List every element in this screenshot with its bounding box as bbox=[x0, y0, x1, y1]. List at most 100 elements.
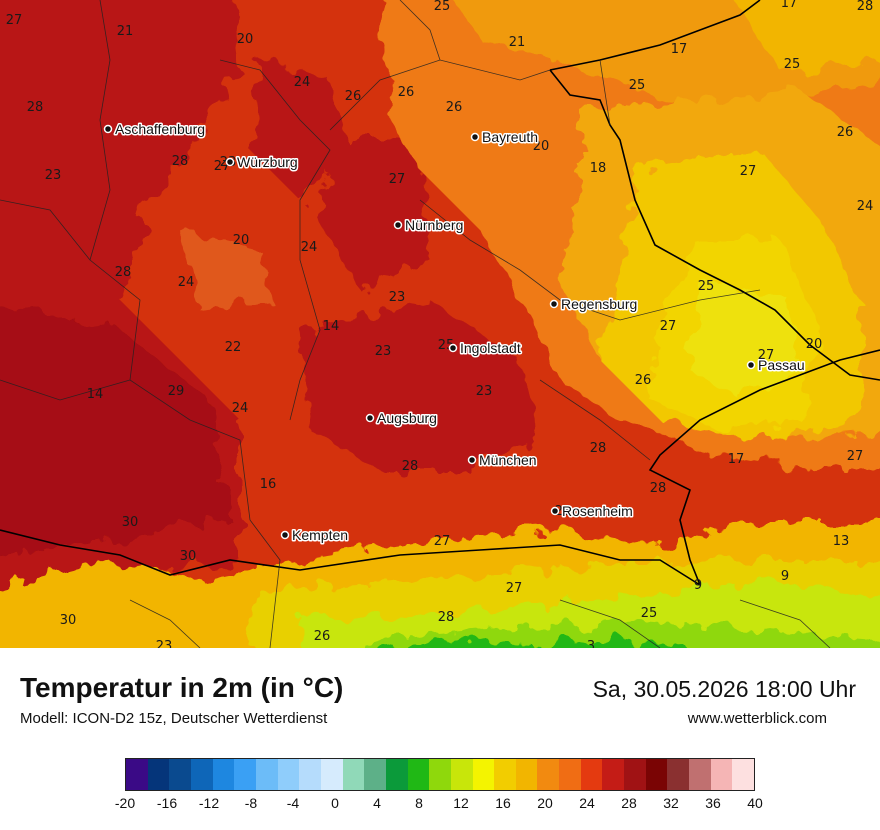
city-label: Nürnberg bbox=[405, 217, 463, 233]
legend-tick-label: 8 bbox=[415, 795, 423, 811]
legend-tick-label: -20 bbox=[114, 795, 136, 811]
legend-tick-label: -12 bbox=[198, 795, 220, 811]
legend-tick-label: 4 bbox=[373, 795, 381, 811]
temperature-value: 23 bbox=[476, 384, 493, 399]
temperature-value: 18 bbox=[590, 161, 607, 176]
city-marker bbox=[746, 360, 756, 370]
city-label: München bbox=[479, 452, 537, 468]
city-marker bbox=[103, 124, 113, 134]
color-legend bbox=[125, 758, 755, 791]
legend-swatch bbox=[515, 759, 538, 790]
temperature-value: 26 bbox=[446, 100, 463, 115]
legend-swatch bbox=[667, 759, 690, 790]
temperature-value: 22 bbox=[225, 340, 242, 355]
temperature-value: 27 bbox=[758, 348, 775, 363]
temperature-value: 23 bbox=[375, 344, 392, 359]
legend-swatch bbox=[385, 759, 408, 790]
legend-tick-label: 36 bbox=[705, 795, 721, 811]
city-marker bbox=[549, 299, 559, 309]
legend-swatch bbox=[299, 759, 321, 790]
city-marker bbox=[467, 455, 477, 465]
legend-swatch bbox=[407, 759, 430, 790]
city-label: Würzburg bbox=[237, 154, 298, 170]
temperature-value: 21 bbox=[509, 35, 526, 50]
legend-tick-label: 16 bbox=[495, 795, 511, 811]
legend-swatch bbox=[212, 759, 235, 790]
city-marker bbox=[225, 157, 235, 167]
legend-swatch bbox=[277, 759, 300, 790]
temperature-value: 3 bbox=[587, 639, 595, 648]
legend-tick-label: 28 bbox=[621, 795, 637, 811]
city-label: Augsburg bbox=[377, 410, 437, 426]
legend-tick-label: 12 bbox=[453, 795, 469, 811]
city-label: Ingolstadt bbox=[460, 340, 521, 356]
legend-swatch bbox=[190, 759, 213, 790]
temperature-value: 28 bbox=[115, 265, 132, 280]
city-marker bbox=[365, 413, 375, 423]
temperature-value: 26 bbox=[314, 629, 331, 644]
temperature-value: 28 bbox=[555, 504, 572, 519]
legend-tick-label: 24 bbox=[579, 795, 595, 811]
temperature-value: 23 bbox=[156, 639, 173, 648]
temperature-map[interactable]: 27 21 20 25 17 28 23 24 26 26 21 17 25 20 25 26 28 23 27 20… bbox=[0, 0, 880, 648]
legend-tick-label: 20 bbox=[537, 795, 553, 811]
temperature-value: 24 bbox=[294, 75, 311, 90]
temperature-value: 29 bbox=[168, 384, 185, 399]
temperature-value: 27 bbox=[506, 581, 523, 596]
temperature-value: 20 bbox=[233, 233, 250, 248]
legend-swatch bbox=[255, 759, 278, 790]
temperature-value: 23 bbox=[45, 168, 62, 183]
temperature-value: 20 bbox=[533, 139, 550, 154]
temperature-value: 26 bbox=[345, 89, 362, 104]
legend-swatch bbox=[450, 759, 473, 790]
temperature-value: 28 bbox=[402, 459, 419, 474]
temperature-value: 25 bbox=[434, 0, 451, 14]
legend-swatch bbox=[234, 759, 256, 790]
temperature-value: 27 bbox=[6, 13, 23, 28]
temperature-value: 27 bbox=[389, 172, 406, 187]
legend-swatch bbox=[624, 759, 646, 790]
temperature-value: 25 bbox=[784, 57, 801, 72]
temperature-value: 25 bbox=[698, 279, 715, 294]
city-marker bbox=[550, 506, 560, 516]
temperature-value: 27 bbox=[740, 164, 757, 179]
legend-tick-label: 0 bbox=[331, 795, 339, 811]
legend-swatch bbox=[169, 759, 191, 790]
temperature-value: 17 bbox=[671, 42, 688, 57]
legend-swatch bbox=[689, 759, 711, 790]
legend-tick-label: -16 bbox=[156, 795, 178, 811]
temperature-value: 21 bbox=[117, 24, 134, 39]
city-label: Kempten bbox=[292, 527, 348, 543]
temperature-value: 16 bbox=[260, 477, 277, 492]
legend-swatch bbox=[342, 759, 365, 790]
legend-swatch bbox=[472, 759, 495, 790]
legend-swatch bbox=[147, 759, 170, 790]
legend-swatch bbox=[602, 759, 625, 790]
city-label: Regensburg bbox=[561, 296, 637, 312]
city-label: Aschaffenburg bbox=[115, 121, 205, 137]
city-marker bbox=[280, 530, 290, 540]
temperature-value: 27 bbox=[434, 534, 451, 549]
temperature-value: 24 bbox=[301, 240, 318, 255]
legend-swatch bbox=[645, 759, 668, 790]
temperature-value: 14 bbox=[87, 387, 104, 402]
temperature-value: 28 bbox=[27, 100, 44, 115]
temperature-value: 23 bbox=[389, 290, 406, 305]
temperature-value: 27 bbox=[847, 449, 864, 464]
legend-swatch bbox=[537, 759, 560, 790]
temperature-value: 26 bbox=[635, 373, 652, 388]
temperature-value: 25 bbox=[641, 606, 658, 621]
temperature-value: 26 bbox=[398, 85, 415, 100]
legend-tick-label: -8 bbox=[244, 795, 258, 811]
city-marker bbox=[470, 132, 480, 142]
map-footer: Temperatur in 2m (in °C) Modell: ICON-D2… bbox=[0, 648, 880, 830]
temperature-value: 28 bbox=[650, 481, 667, 496]
map-canvas: 27 21 20 25 17 28 23 24 26 26 21 17 25 20 25 26 28 23 27 20… bbox=[0, 0, 880, 648]
city-label: Bayreuth bbox=[482, 129, 538, 145]
city-label: Rosenheim bbox=[562, 503, 633, 519]
legend-tick-label: 32 bbox=[663, 795, 679, 811]
city-label: Passau bbox=[758, 357, 805, 373]
website-link[interactable]: www.wetterblick.com bbox=[687, 710, 827, 727]
temperature-value: 13 bbox=[833, 534, 850, 549]
temperature-value: 26 bbox=[837, 125, 854, 140]
